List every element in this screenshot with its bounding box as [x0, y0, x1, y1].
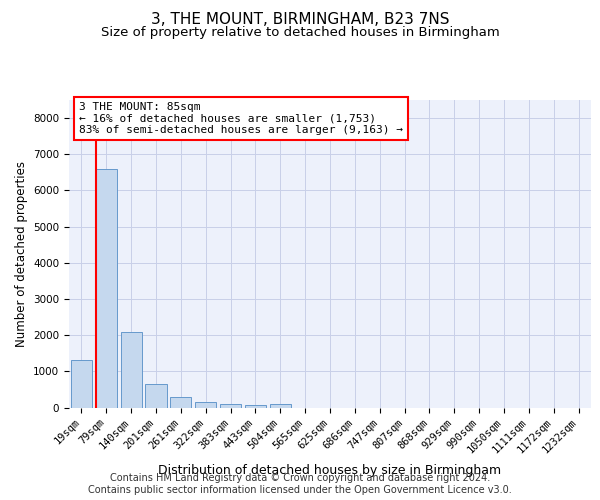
- Bar: [220, 404, 241, 407]
- Bar: [145, 384, 167, 407]
- Text: 3, THE MOUNT, BIRMINGHAM, B23 7NS: 3, THE MOUNT, BIRMINGHAM, B23 7NS: [151, 12, 449, 28]
- Text: 3 THE MOUNT: 85sqm
← 16% of detached houses are smaller (1,753)
83% of semi-deta: 3 THE MOUNT: 85sqm ← 16% of detached hou…: [79, 102, 403, 134]
- Bar: [121, 332, 142, 407]
- X-axis label: Distribution of detached houses by size in Birmingham: Distribution of detached houses by size …: [158, 464, 502, 476]
- Bar: [195, 402, 216, 407]
- Text: Size of property relative to detached houses in Birmingham: Size of property relative to detached ho…: [101, 26, 499, 39]
- Bar: [245, 404, 266, 407]
- Bar: [71, 360, 92, 408]
- Y-axis label: Number of detached properties: Number of detached properties: [14, 161, 28, 347]
- Bar: [170, 397, 191, 407]
- Text: Contains HM Land Registry data © Crown copyright and database right 2024.
Contai: Contains HM Land Registry data © Crown c…: [88, 474, 512, 495]
- Bar: [96, 169, 117, 408]
- Bar: [270, 404, 291, 407]
